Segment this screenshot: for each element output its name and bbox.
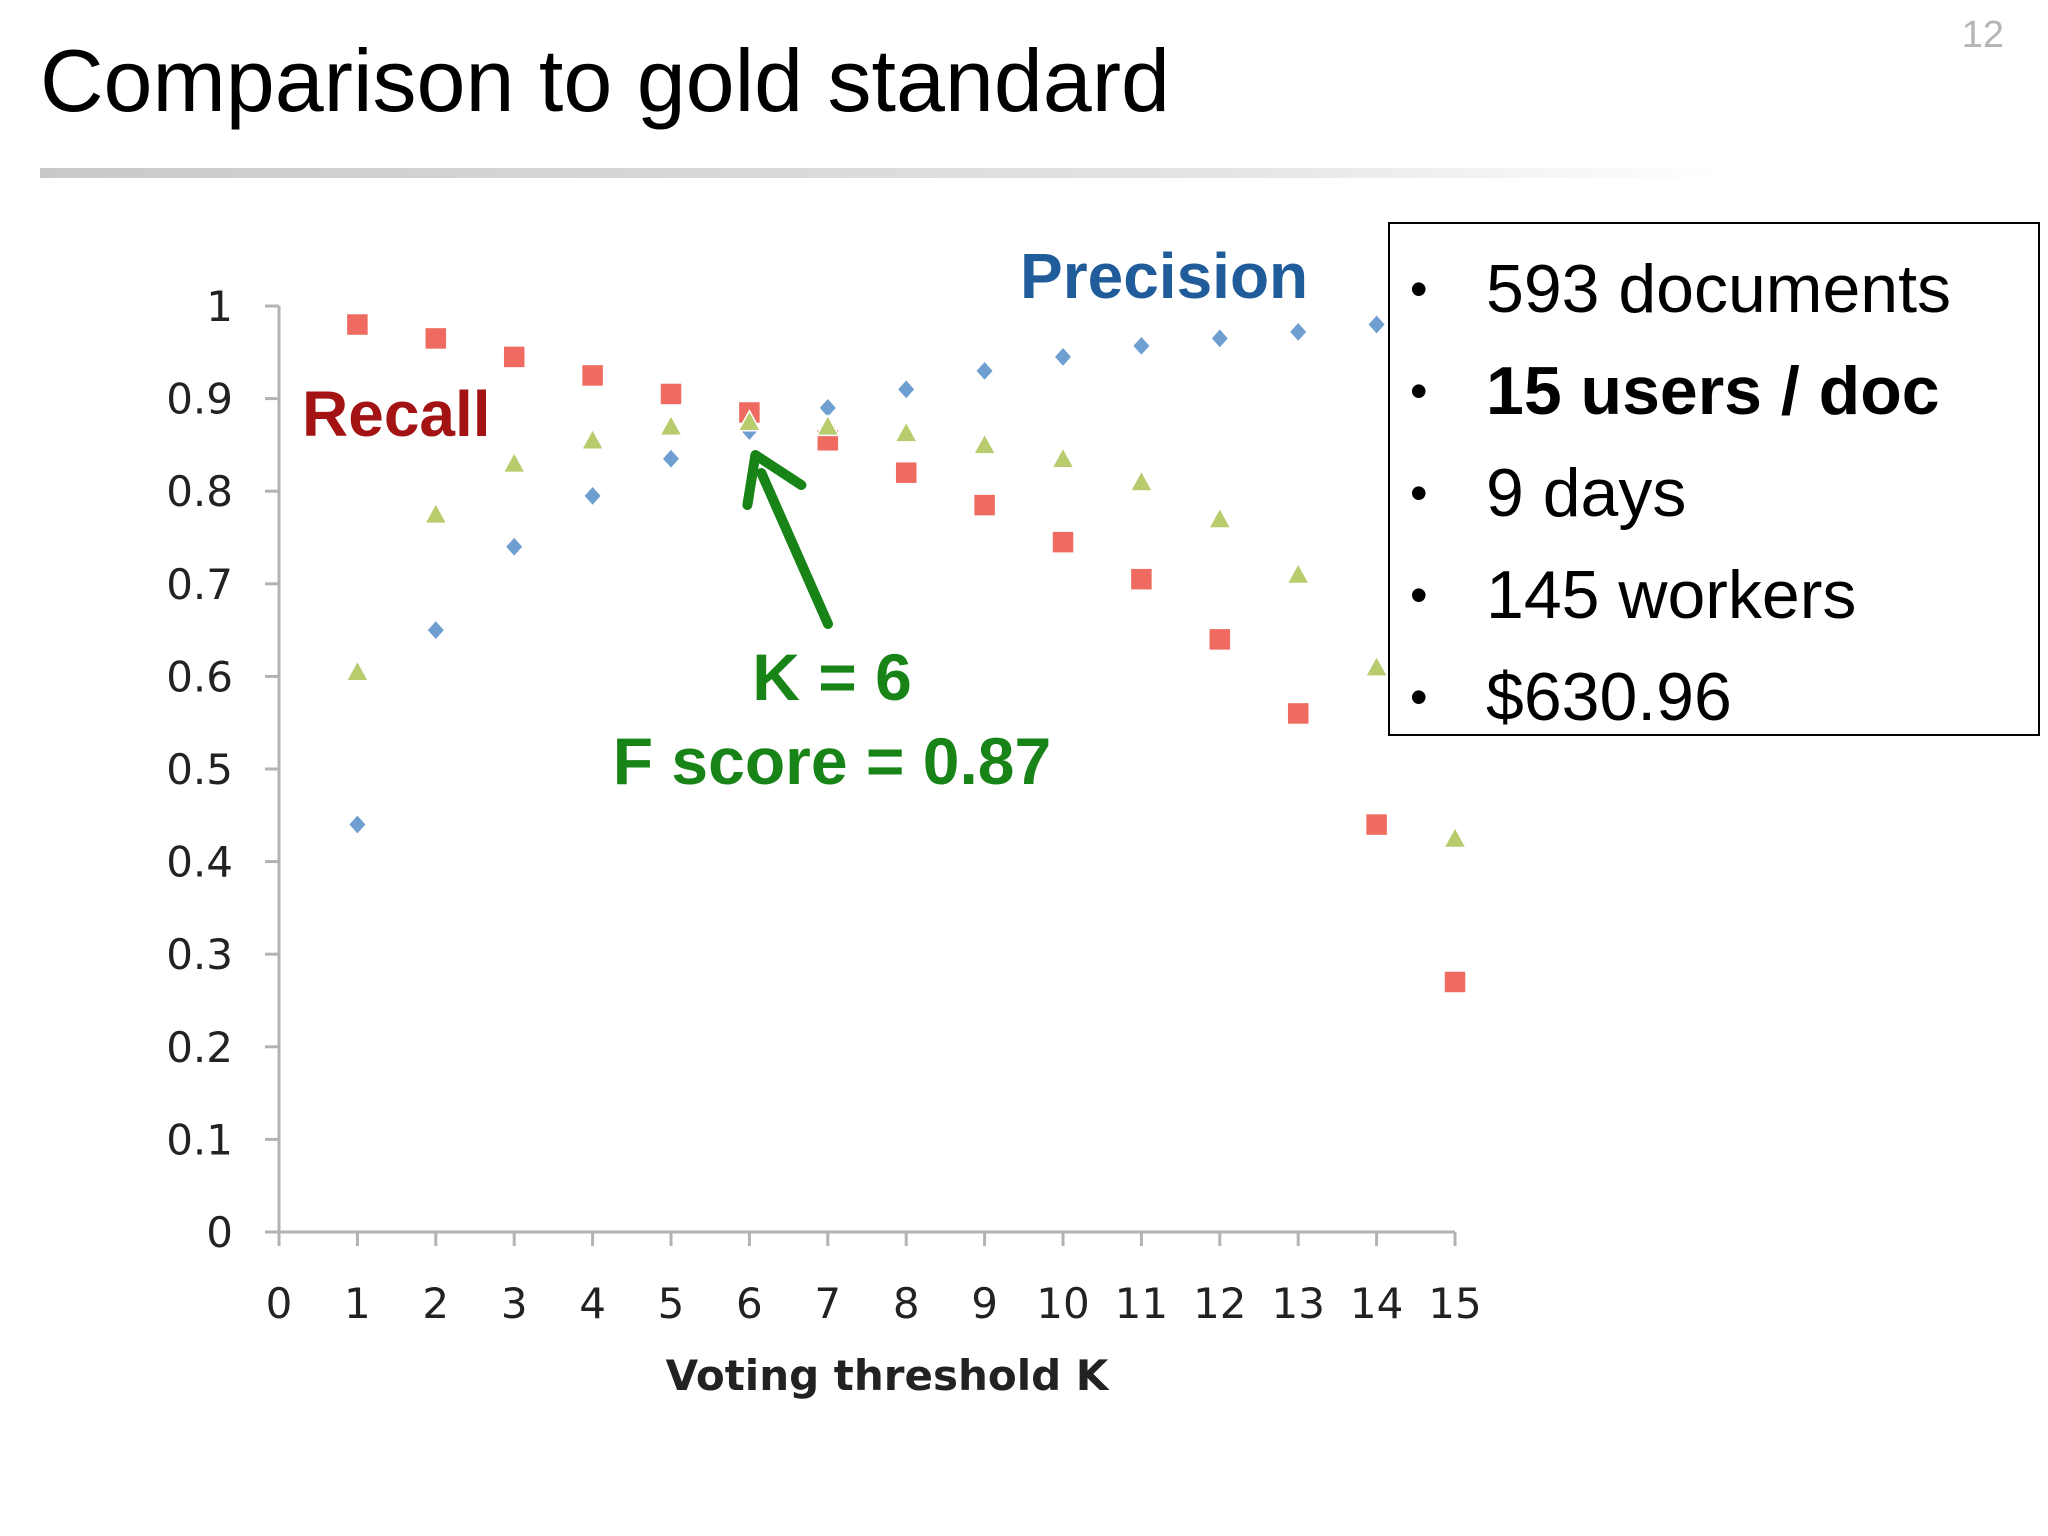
precision-point <box>974 359 995 382</box>
recall-point <box>1443 970 1467 994</box>
y-tick-label: 0.8 <box>166 467 233 516</box>
x-tick-label: 0 <box>266 1279 293 1328</box>
stat-text: 593 documents <box>1486 251 1951 327</box>
recall-point <box>502 345 526 369</box>
stats-box: • 593 documents • 15 users / doc • 9 day… <box>1388 222 2040 736</box>
precision-point <box>347 813 368 836</box>
x-tick-label: 8 <box>893 1279 920 1328</box>
y-tick-label: 0.2 <box>166 1023 233 1072</box>
precision-point <box>1052 345 1074 369</box>
stat-item: • $630.96 <box>1390 646 2038 748</box>
bullet-icon: • <box>1410 261 1428 317</box>
title-divider <box>40 168 1720 178</box>
series-3-point <box>1129 469 1154 492</box>
series-3-point <box>423 501 449 525</box>
series-3-point <box>345 659 370 682</box>
series-3-point <box>893 420 919 443</box>
stat-item: • 145 workers <box>1390 544 2038 646</box>
recall-point <box>580 363 605 388</box>
bullet-icon: • <box>1410 363 1428 419</box>
y-tick-label: 0.4 <box>166 838 233 887</box>
stat-text: 9 days <box>1486 455 1687 531</box>
series-3-point <box>1442 825 1468 849</box>
arrow-head <box>742 450 807 511</box>
series-3-point <box>1207 506 1233 529</box>
recall-point <box>972 493 997 517</box>
y-tick-label: 0.3 <box>166 930 233 979</box>
precision-point <box>1288 320 1309 344</box>
stat-text: $630.96 <box>1486 659 1732 735</box>
x-tick-label: 3 <box>501 1279 528 1328</box>
precision-point <box>1131 334 1152 357</box>
y-tick-label: 0.6 <box>166 652 233 701</box>
precision-point <box>425 618 446 642</box>
x-tick-label: 15 <box>1428 1279 1481 1328</box>
x-tick-label: 12 <box>1193 1279 1246 1328</box>
slide-title: Comparison to gold standard <box>40 31 1170 130</box>
series-3-point <box>1285 561 1311 585</box>
precision-point <box>896 378 917 401</box>
k-annotation: K = 6 <box>752 640 912 714</box>
x-tick-label: 10 <box>1036 1279 1089 1328</box>
stat-text: 15 users / doc <box>1486 353 1940 429</box>
bullet-icon: • <box>1410 465 1428 521</box>
x-tick-label: 9 <box>971 1279 998 1328</box>
precision-label: Precision <box>1020 240 1308 312</box>
stat-item: • 15 users / doc <box>1390 340 2038 442</box>
y-tick-label: 0.9 <box>166 375 233 424</box>
series-3-point <box>1050 446 1076 469</box>
precision-point <box>660 447 682 470</box>
precision-point <box>1209 327 1230 350</box>
recall-point <box>1208 627 1232 652</box>
series-3-point <box>1364 654 1389 677</box>
series-3-point <box>815 413 841 437</box>
x-tick-label: 7 <box>814 1279 841 1328</box>
recall-point <box>1051 530 1075 554</box>
series-3-point <box>972 432 997 455</box>
recall-point <box>659 382 683 406</box>
precision-point <box>1366 313 1387 336</box>
y-tick-label: 0.5 <box>166 745 233 794</box>
x-tick-label: 13 <box>1271 1279 1324 1328</box>
stat-item: • 593 documents <box>1390 238 2038 340</box>
slide-number: 12 <box>1961 14 2004 56</box>
f-score-annotation: F score = 0.87 <box>613 724 1051 798</box>
y-tick-label: 1 <box>206 282 233 331</box>
k-arrow-icon <box>742 450 833 629</box>
x-tick-label: 2 <box>422 1279 449 1328</box>
series-3-point <box>737 409 762 432</box>
recall-point <box>1364 812 1389 837</box>
series-3-point <box>658 413 684 437</box>
x-tick-label: 4 <box>579 1279 606 1328</box>
stat-text: 145 workers <box>1486 557 1857 633</box>
precision-point <box>582 484 603 507</box>
y-tick-label: 0.7 <box>166 560 233 609</box>
recall-point <box>424 326 448 351</box>
chart-axes: 00.10.20.30.40.50.60.70.80.910 1 2 3 4 5 6 7 8 9 1… <box>166 282 1482 1328</box>
chart-marks <box>345 312 1468 994</box>
x-tick-label: 6 <box>736 1279 763 1328</box>
recall-point <box>1129 567 1154 591</box>
recall-point <box>1286 701 1310 726</box>
bullet-icon: • <box>1410 669 1428 725</box>
x-tick-label: 11 <box>1115 1279 1168 1328</box>
x-tick-label: 1 <box>344 1279 371 1328</box>
arrow-shaft <box>756 468 833 629</box>
recall-point <box>894 460 918 485</box>
series-3-point <box>580 427 605 451</box>
x-tick-label: 14 <box>1350 1279 1403 1328</box>
x-axis-title: Voting threshold K <box>666 1351 1110 1400</box>
x-tick-label: 5 <box>658 1279 685 1328</box>
stat-item: • 9 days <box>1390 442 2038 544</box>
series-3-point <box>501 450 527 474</box>
y-tick-label: 0.1 <box>166 1115 233 1164</box>
recall-point <box>345 312 370 337</box>
recall-label: Recall <box>302 378 491 450</box>
bullet-icon: • <box>1410 567 1428 623</box>
y-tick-label: 0 <box>206 1208 233 1257</box>
precision-point <box>504 535 525 558</box>
